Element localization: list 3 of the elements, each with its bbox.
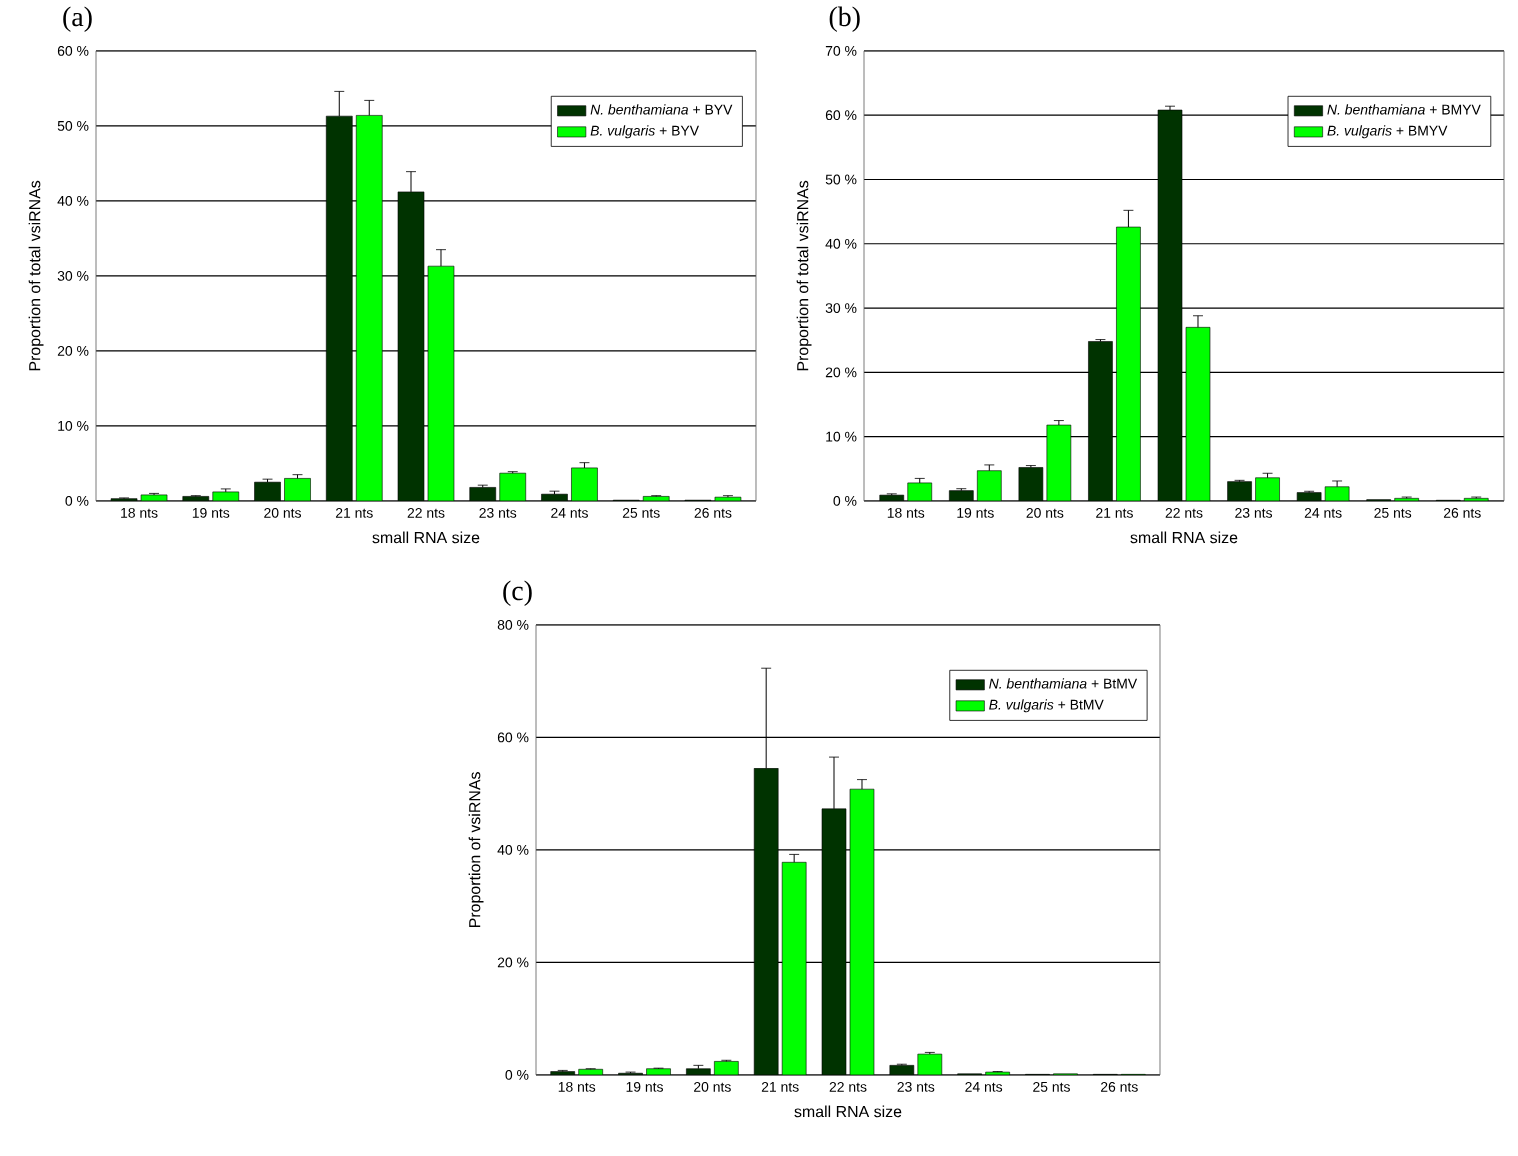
chart-title: (b) xyxy=(829,6,860,32)
chart-title: (a) xyxy=(63,6,92,32)
chart-title: (c) xyxy=(503,580,532,606)
